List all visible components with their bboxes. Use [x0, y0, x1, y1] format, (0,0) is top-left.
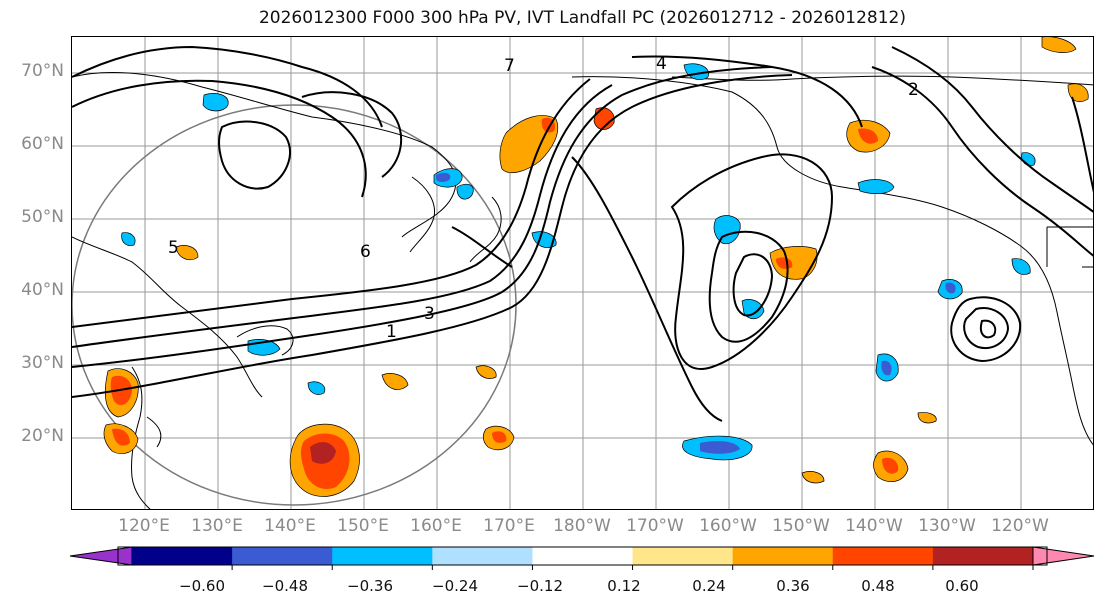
lon-label-120w: 120°W [991, 516, 1049, 536]
contour-label-4: 4 [656, 54, 667, 74]
colorbar-segment [432, 547, 533, 565]
contour-label-2: 2 [908, 80, 919, 100]
colorbar-tick-label: −0.48 [262, 577, 308, 595]
contour-labels: 1 2 3 4 5 6 7 [168, 54, 919, 342]
contour-label-3: 3 [424, 304, 435, 324]
positive-anomalies [103, 37, 1089, 497]
colorbar-tick-label: −0.60 [179, 577, 225, 595]
lat-label-20n: 20°N [21, 426, 64, 446]
lon-label-150e: 150°E [337, 516, 389, 536]
colorbar-tick-label: 0.24 [692, 577, 726, 595]
colorbar-segment [132, 547, 233, 565]
lon-label-160w: 160°W [699, 516, 757, 536]
lat-label-60n: 60°N [21, 134, 64, 154]
colorbar-extend-low [69, 546, 133, 566]
colorbar-segment [232, 547, 333, 565]
lat-label-40n: 40°N [21, 280, 64, 300]
lon-label-150w: 150°W [772, 516, 830, 536]
lon-label-140w: 140°W [845, 516, 903, 536]
colorbar [69, 546, 1095, 570]
colorbar-segment [832, 547, 934, 565]
colorbar-segment [332, 547, 433, 565]
map-panel: 1 2 3 4 5 6 7 [71, 36, 1094, 510]
contour-label-5: 5 [168, 238, 179, 258]
contour-label-7: 7 [504, 56, 515, 76]
lon-label-170e: 170°E [483, 516, 535, 536]
lon-label-140e: 140°E [264, 516, 316, 536]
colorbar-tick-label: −0.24 [432, 577, 478, 595]
colorbar-tick-label: −0.12 [517, 577, 563, 595]
colorbar-tick-label: 0.60 [945, 577, 979, 595]
colorbar-tick-label: −0.36 [347, 577, 393, 595]
lat-label-70n: 70°N [21, 61, 64, 81]
colorbar-segments [69, 546, 1095, 566]
map-title: 2026012300 F000 300 hPa PV, IVT Landfall… [258, 8, 906, 28]
lon-label-130w: 130°W [918, 516, 976, 536]
lon-label-170w: 170°W [626, 516, 684, 536]
colorbar-tick-label: 0.36 [776, 577, 810, 595]
lat-label-50n: 50°N [21, 207, 64, 227]
colorbar-segment [632, 547, 734, 565]
lon-label-130e: 130°E [191, 516, 243, 536]
contour-label-6: 6 [360, 242, 371, 262]
lat-label-30n: 30°N [21, 353, 64, 373]
colorbar-segment [932, 547, 1034, 565]
lon-label-180w: 180°W [553, 516, 611, 536]
colorbar-segment [732, 547, 834, 565]
lon-label-160e: 160°E [410, 516, 462, 536]
colorbar-tick-label: 0.48 [861, 577, 895, 595]
lon-label-120e: 120°E [118, 516, 170, 536]
graticule [72, 37, 1093, 509]
contour-label-1: 1 [386, 322, 397, 342]
colorbar-segment [532, 547, 634, 565]
colorbar-tick-label: 0.12 [607, 577, 641, 595]
pv-contours [72, 45, 1093, 422]
colorbar-extend-high [1032, 546, 1095, 566]
map-canvas: 1 2 3 4 5 6 7 [72, 37, 1093, 509]
